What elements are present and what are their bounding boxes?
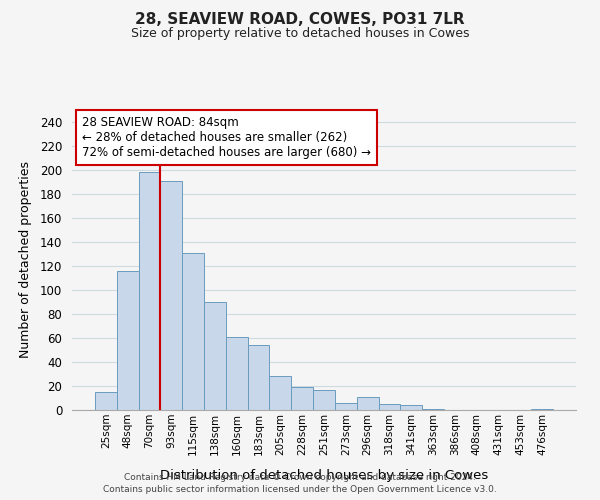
Bar <box>269 376 291 410</box>
Bar <box>95 392 117 410</box>
Text: 28, SEAVIEW ROAD, COWES, PO31 7LR: 28, SEAVIEW ROAD, COWES, PO31 7LR <box>135 12 465 28</box>
Bar <box>357 397 379 410</box>
Bar <box>139 172 160 410</box>
Bar <box>160 181 182 410</box>
Bar <box>400 405 422 410</box>
Bar <box>182 253 204 410</box>
Bar <box>379 404 400 410</box>
Text: Contains public sector information licensed under the Open Government Licence v3: Contains public sector information licen… <box>103 485 497 494</box>
Bar <box>335 403 357 410</box>
Bar <box>204 302 226 410</box>
Bar <box>422 409 444 410</box>
Text: Size of property relative to detached houses in Cowes: Size of property relative to detached ho… <box>131 28 469 40</box>
Bar <box>117 271 139 410</box>
Bar <box>531 409 553 410</box>
Bar <box>248 345 269 410</box>
Bar <box>226 337 248 410</box>
Bar <box>291 387 313 410</box>
Bar <box>313 390 335 410</box>
X-axis label: Distribution of detached houses by size in Cowes: Distribution of detached houses by size … <box>160 469 488 482</box>
Text: Contains HM Land Registry data © Crown copyright and database right 2024.: Contains HM Land Registry data © Crown c… <box>124 472 476 482</box>
Y-axis label: Number of detached properties: Number of detached properties <box>19 162 32 358</box>
Text: 28 SEAVIEW ROAD: 84sqm
← 28% of detached houses are smaller (262)
72% of semi-de: 28 SEAVIEW ROAD: 84sqm ← 28% of detached… <box>82 116 371 159</box>
